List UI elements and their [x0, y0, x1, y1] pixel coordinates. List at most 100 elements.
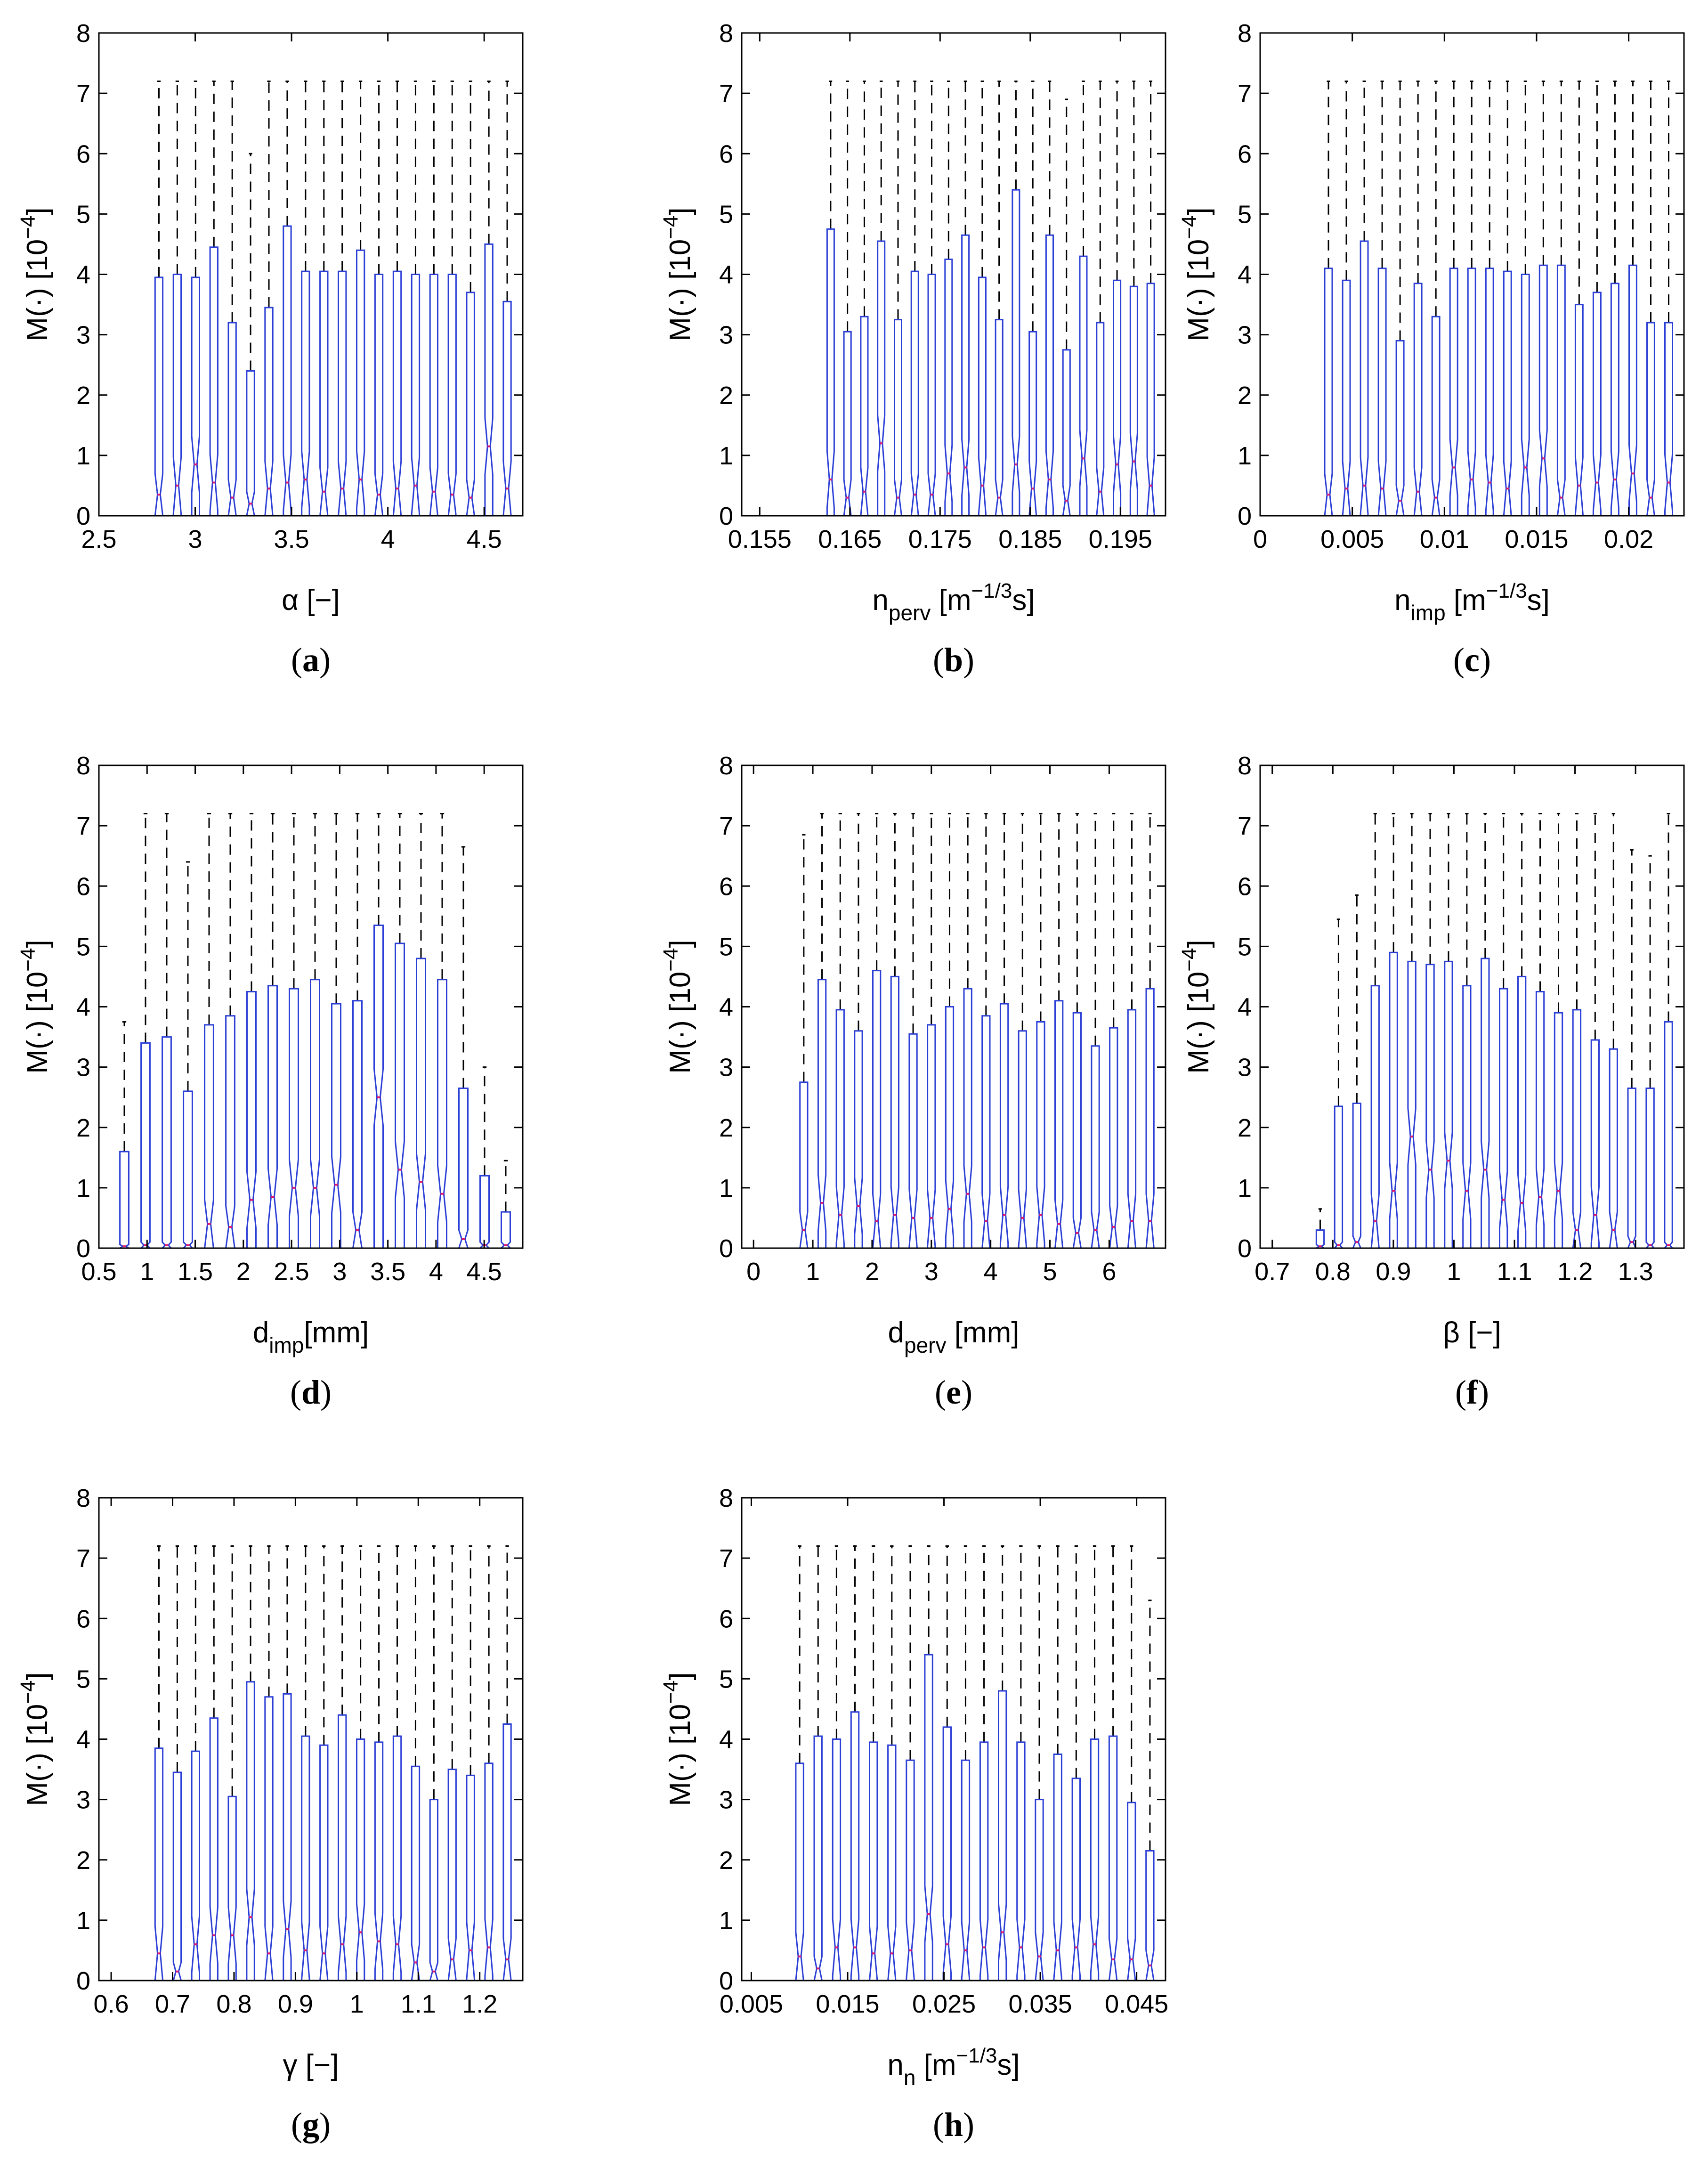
y-tick-label-b-8: 8 — [719, 19, 733, 48]
box-c-13 — [1538, 81, 1548, 517]
box-body-b-18 — [1113, 279, 1122, 517]
box-body-b-5 — [893, 319, 903, 517]
box-d-6 — [225, 813, 236, 1249]
y-tick-label-d-2: 2 — [76, 1114, 90, 1142]
box-f-1 — [1314, 1208, 1327, 1249]
box-body-h-11 — [979, 1741, 989, 1981]
box-body-h-19 — [1126, 1802, 1136, 1981]
box-d-9 — [289, 813, 299, 1249]
box-b-10 — [978, 81, 987, 517]
y-tick-label-f-8: 8 — [1238, 752, 1252, 780]
y-tick-label-f-7: 7 — [1238, 812, 1252, 840]
box-body-f-8 — [1444, 960, 1453, 1249]
box-body-c-13 — [1538, 264, 1548, 517]
x-axis-label-e: dperv [mm] — [888, 1316, 1020, 1357]
box-e-8 — [927, 813, 936, 1249]
box-body-d-11 — [331, 1003, 341, 1249]
box-f-15 — [1572, 813, 1582, 1249]
box-b-14 — [1045, 81, 1054, 517]
x-tick-label-a-4: 4.5 — [467, 525, 502, 553]
box-body-d-12 — [352, 1000, 363, 1249]
box-d-10 — [310, 813, 320, 1249]
x-tick-label-g-0: 0.6 — [94, 1990, 129, 2018]
x-tick-label-f-4: 1.1 — [1497, 1258, 1532, 1286]
box-e-15 — [1054, 813, 1064, 1249]
y-axis-label-f: M(·) [10−4] — [1178, 940, 1215, 1073]
box-body-d-3 — [161, 1036, 173, 1249]
box-g-9 — [301, 1545, 310, 1981]
box-h-8 — [924, 1545, 933, 1981]
box-body-d-7 — [246, 991, 257, 1249]
box-b-9 — [961, 81, 970, 517]
box-body-f-13 — [1535, 991, 1545, 1249]
y-tick-label-f-1: 1 — [1238, 1174, 1252, 1202]
box-body-e-17 — [1091, 1045, 1100, 1249]
x-tick-label-g-2: 0.8 — [216, 1990, 251, 2018]
box-body-d-8 — [267, 985, 278, 1249]
x-tick-label-e-4: 4 — [984, 1258, 998, 1286]
x-tick-label-c-2: 0.01 — [1420, 525, 1469, 553]
box-c-11 — [1503, 81, 1512, 517]
box-h-1 — [795, 1545, 804, 1981]
y-tick-label-c-0: 0 — [1238, 502, 1252, 530]
box-body-b-17 — [1096, 322, 1105, 517]
box-body-a-4 — [209, 246, 219, 517]
box-body-a-13 — [374, 274, 384, 517]
box-body-a-8 — [283, 225, 292, 517]
x-tick-label-h-1: 0.015 — [816, 1990, 879, 2018]
panel-caption-c: (c) — [1453, 641, 1491, 679]
box-e-2 — [817, 813, 827, 1249]
box-body-h-3 — [832, 1738, 842, 1981]
box-body-h-9 — [942, 1726, 952, 1981]
y-tick-label-a-0: 0 — [76, 502, 90, 530]
box-body-f-9 — [1462, 985, 1472, 1249]
box-body-b-2 — [843, 331, 852, 517]
box-g-19 — [484, 1545, 494, 1981]
box-body-f-14 — [1554, 1012, 1563, 1249]
box-body-e-19 — [1127, 1009, 1137, 1249]
box-h-3 — [832, 1545, 842, 1981]
box-e-17 — [1091, 813, 1100, 1249]
box-body-b-3 — [860, 316, 869, 517]
y-tick-label-d-1: 1 — [76, 1174, 90, 1202]
y-tick-label-h-7: 7 — [719, 1544, 733, 1573]
box-body-c-19 — [1646, 322, 1656, 517]
x-tick-label-f-1: 0.8 — [1315, 1258, 1351, 1286]
y-tick-label-b-1: 1 — [719, 442, 733, 470]
box-body-b-6 — [910, 270, 919, 517]
x-tick-label-d-3: 2 — [236, 1258, 251, 1286]
x-tick-label-f-2: 0.9 — [1376, 1258, 1411, 1286]
y-tick-label-e-0: 0 — [719, 1234, 733, 1263]
box-d-2 — [139, 813, 152, 1249]
chart-panel-c: 0 1 2 3 4 5 6 7 8 0 0.005 0.01 0.015 0.02 M(·) [10−4] n… — [1178, 19, 1685, 679]
box-body-h-10 — [961, 1759, 971, 1981]
box-body-a-12 — [356, 249, 365, 517]
box-c-5 — [1395, 81, 1405, 517]
box-body-e-16 — [1072, 1012, 1082, 1249]
box-body-c-2 — [1342, 279, 1351, 517]
box-body-c-11 — [1503, 270, 1512, 517]
box-body-b-16 — [1079, 255, 1088, 517]
box-g-16 — [429, 1545, 439, 1981]
box-e-11 — [981, 813, 991, 1249]
box-body-b-4 — [877, 240, 886, 517]
y-tick-label-f-3: 3 — [1238, 1054, 1252, 1082]
y-tick-label-g-4: 4 — [76, 1726, 90, 1754]
box-g-11 — [338, 1545, 347, 1981]
box-d-1 — [117, 1021, 131, 1249]
y-axis-label-e: M(·) [10−4] — [659, 940, 696, 1073]
box-body-a-16 — [429, 274, 439, 517]
box-f-10 — [1481, 813, 1490, 1249]
box-body-e-1 — [799, 1081, 809, 1249]
box-body-a-17 — [447, 274, 457, 517]
box-body-f-6 — [1407, 960, 1417, 1249]
box-body-b-1 — [826, 228, 835, 517]
y-tick-label-g-8: 8 — [76, 1484, 90, 1512]
box-c-1 — [1324, 81, 1333, 517]
y-tick-label-f-4: 4 — [1238, 993, 1252, 1022]
box-body-d-17 — [458, 1088, 469, 1249]
box-b-11 — [995, 81, 1004, 517]
box-b-15 — [1062, 98, 1071, 517]
box-body-a-5 — [227, 322, 237, 517]
y-tick-label-h-8: 8 — [719, 1484, 733, 1512]
